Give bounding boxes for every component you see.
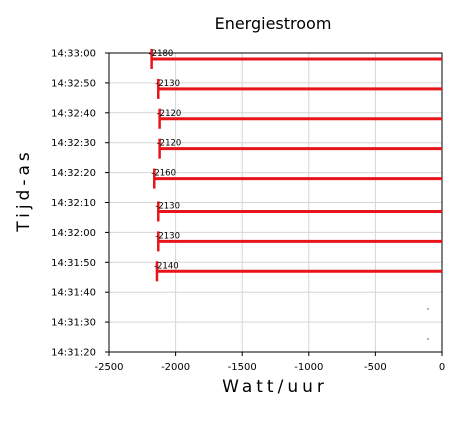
y-tick-label: 14:32:10: [51, 198, 96, 209]
x-tick-label: -2500: [94, 362, 123, 373]
y-tick-label: 14:31:30: [51, 318, 96, 329]
x-tick-label: -500: [364, 362, 387, 373]
y-axis-label: Tijd-as: [14, 148, 34, 233]
x-axis-label: Watt/uur: [222, 377, 328, 397]
y-tick-label: 14:31:40: [51, 288, 96, 299]
y-tick-label: 14:31:20: [51, 348, 96, 359]
bar-value-label: -2130: [155, 79, 180, 89]
data-bars: [150, 48, 442, 282]
y-tick-label: 14:32:00: [51, 228, 96, 239]
bar-value-label: -2180: [149, 49, 174, 59]
y-tick-label: 14:32:20: [51, 168, 96, 179]
x-axis-ticks: -2500 -2000 -1500 -1000 -500 0: [94, 352, 445, 373]
x-tick-label: -1000: [294, 362, 323, 373]
x-tick-label: -1500: [228, 362, 257, 373]
data-labels: -2180 -2130 -2120 -2120 -2160 -2130 -2130 -2140: [149, 49, 182, 271]
y-tick-label: 14:33:00: [51, 49, 96, 60]
bar-value-label: -2120: [157, 139, 182, 149]
x-tick-label: 0: [439, 362, 445, 373]
bar-value-label: -2130: [155, 201, 180, 211]
bar-value-label: -2140: [154, 261, 179, 271]
y-tick-label: 14:32:50: [51, 78, 96, 89]
x-tick-label: -2000: [161, 362, 190, 373]
y-axis-ticks: 14:33:00 14:32:50 14:32:40 14:32:30 14:32:20…: [51, 49, 109, 359]
bar-value-label: -2120: [157, 109, 182, 119]
stray-dot: [427, 308, 429, 310]
bar-value-label: -2160: [151, 169, 176, 179]
stray-dot: [427, 338, 429, 340]
y-tick-label: 14:32:30: [51, 138, 96, 149]
chart-title: Energiestroom: [215, 14, 332, 33]
bar-value-label: -2130: [155, 231, 180, 241]
y-tick-label: 14:31:50: [51, 258, 96, 269]
y-tick-label: 14:32:40: [51, 108, 96, 119]
